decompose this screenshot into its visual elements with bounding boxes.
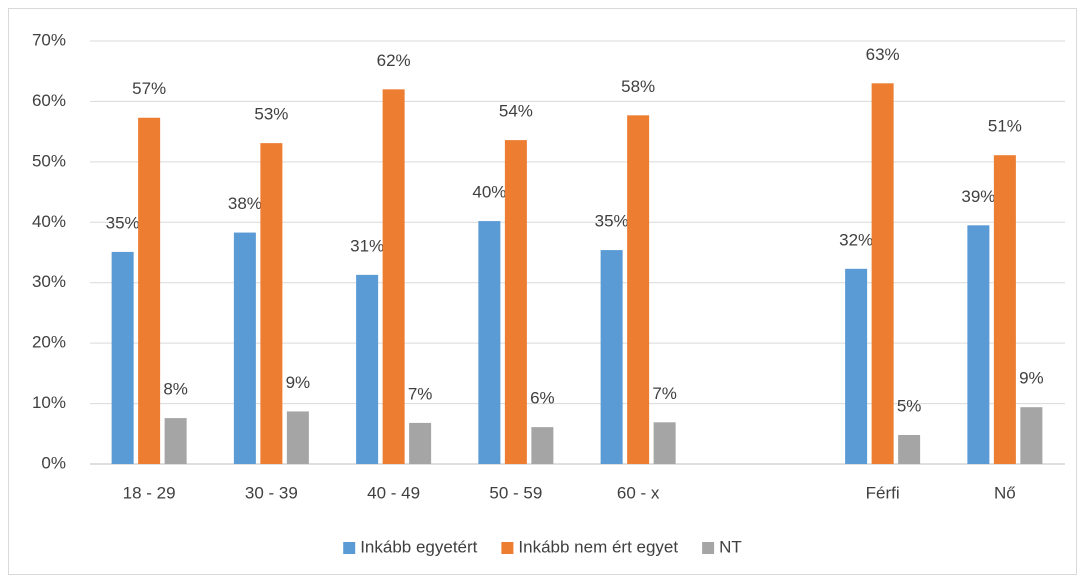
bar xyxy=(138,117,161,464)
data-label: 32% xyxy=(839,230,873,249)
data-label: 9% xyxy=(1019,369,1044,388)
x-tick-label: 18 - 29 xyxy=(123,483,176,502)
bar xyxy=(531,427,554,464)
y-tick-label: 70% xyxy=(32,30,66,49)
bar xyxy=(286,411,309,464)
legend-swatch xyxy=(702,542,715,554)
data-label: 39% xyxy=(961,187,995,206)
bar xyxy=(871,83,894,465)
y-tick-label: 40% xyxy=(32,212,66,231)
x-tick-label: 60 - x xyxy=(617,483,660,502)
x-tick-label: Férfi xyxy=(866,483,900,502)
bar xyxy=(260,143,283,465)
data-label: 40% xyxy=(472,183,506,202)
bar xyxy=(478,221,501,464)
y-tick-label: 50% xyxy=(32,151,66,170)
y-tick-label: 10% xyxy=(32,393,66,412)
data-label: 63% xyxy=(866,45,900,64)
bar xyxy=(600,250,623,464)
x-tick-label: 50 - 59 xyxy=(489,483,542,502)
data-label: 9% xyxy=(286,373,311,392)
legend-label: Inkább egyetért xyxy=(360,537,477,556)
y-tick-label: 20% xyxy=(32,333,66,352)
data-label: 35% xyxy=(595,212,629,231)
legend-swatch xyxy=(343,542,356,554)
x-tick-label: 40 - 49 xyxy=(367,483,420,502)
data-label: 57% xyxy=(132,79,166,98)
bar xyxy=(111,251,134,464)
data-label: 53% xyxy=(254,105,288,124)
data-label: 51% xyxy=(988,117,1022,136)
data-label: 6% xyxy=(530,389,555,408)
data-label: 5% xyxy=(897,396,922,415)
data-label: 35% xyxy=(106,213,140,232)
bar xyxy=(382,89,405,464)
x-tick-label: 30 - 39 xyxy=(245,483,298,502)
x-tick-label: Nő xyxy=(994,483,1016,502)
legend-label: Inkább nem ért egyet xyxy=(518,537,678,556)
bar xyxy=(653,422,676,464)
data-label: 54% xyxy=(499,102,533,121)
bar xyxy=(409,422,432,464)
bar xyxy=(967,225,990,464)
y-tick-label: 0% xyxy=(41,453,66,472)
bar xyxy=(845,268,868,464)
y-tick-label: 30% xyxy=(32,272,66,291)
y-tick-label: 60% xyxy=(32,91,66,110)
bar xyxy=(627,115,650,464)
chart-border xyxy=(8,8,1077,575)
bar xyxy=(1020,407,1043,464)
data-label: 38% xyxy=(228,194,262,213)
data-label: 7% xyxy=(652,384,677,403)
bar xyxy=(993,155,1016,464)
data-label: 62% xyxy=(377,51,411,70)
legend-label: NT xyxy=(719,537,742,556)
data-label: 31% xyxy=(350,236,384,255)
data-label: 7% xyxy=(408,384,433,403)
bar xyxy=(504,140,527,465)
bar xyxy=(898,434,921,464)
legend-swatch xyxy=(501,542,514,554)
bar xyxy=(233,232,256,464)
bar xyxy=(164,418,187,464)
data-label: 58% xyxy=(621,77,655,96)
bar xyxy=(356,274,379,464)
data-label: 8% xyxy=(163,380,188,399)
